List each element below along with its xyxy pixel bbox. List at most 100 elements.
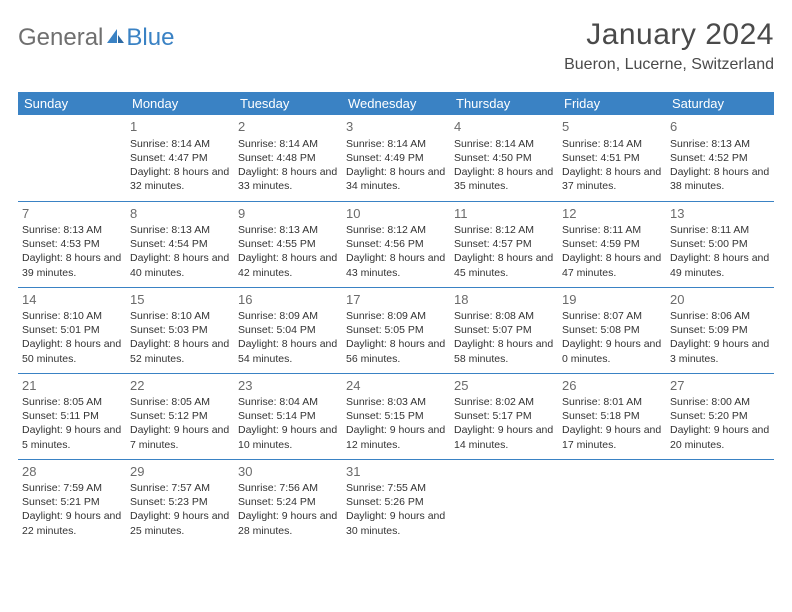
day-header: Saturday	[666, 92, 774, 115]
sunset-text: Sunset: 5:03 PM	[130, 323, 230, 337]
day-number: 29	[130, 463, 230, 481]
calendar-day-cell: 13Sunrise: 8:11 AMSunset: 5:00 PMDayligh…	[666, 201, 774, 287]
daylight-text: Daylight: 8 hours and 40 minutes.	[130, 251, 230, 279]
day-number: 23	[238, 377, 338, 395]
sunrise-text: Sunrise: 8:05 AM	[130, 395, 230, 409]
calendar-day-cell: 8Sunrise: 8:13 AMSunset: 4:54 PMDaylight…	[126, 201, 234, 287]
calendar-day-cell: 17Sunrise: 8:09 AMSunset: 5:05 PMDayligh…	[342, 287, 450, 373]
calendar-empty-cell	[18, 115, 126, 201]
daylight-text: Daylight: 8 hours and 52 minutes.	[130, 337, 230, 365]
location-subtitle: Bueron, Lucerne, Switzerland	[564, 56, 774, 74]
day-number: 7	[22, 205, 122, 223]
sunrise-text: Sunrise: 8:04 AM	[238, 395, 338, 409]
calendar-day-cell: 1Sunrise: 8:14 AMSunset: 4:47 PMDaylight…	[126, 115, 234, 201]
sunrise-text: Sunrise: 8:14 AM	[454, 137, 554, 151]
daylight-text: Daylight: 8 hours and 39 minutes.	[22, 251, 122, 279]
sunrise-text: Sunrise: 8:13 AM	[22, 223, 122, 237]
calendar-day-cell: 21Sunrise: 8:05 AMSunset: 5:11 PMDayligh…	[18, 373, 126, 459]
sunset-text: Sunset: 5:18 PM	[562, 409, 662, 423]
sunset-text: Sunset: 4:56 PM	[346, 237, 446, 251]
sunrise-text: Sunrise: 8:11 AM	[562, 223, 662, 237]
sunset-text: Sunset: 5:20 PM	[670, 409, 770, 423]
daylight-text: Daylight: 8 hours and 32 minutes.	[130, 165, 230, 193]
day-number: 24	[346, 377, 446, 395]
sunset-text: Sunset: 5:14 PM	[238, 409, 338, 423]
daylight-text: Daylight: 8 hours and 54 minutes.	[238, 337, 338, 365]
sunrise-text: Sunrise: 8:10 AM	[22, 309, 122, 323]
sunset-text: Sunset: 5:00 PM	[670, 237, 770, 251]
sunrise-text: Sunrise: 7:56 AM	[238, 481, 338, 495]
sunrise-text: Sunrise: 8:14 AM	[130, 137, 230, 151]
daylight-text: Daylight: 9 hours and 20 minutes.	[670, 423, 770, 451]
calendar-day-cell: 16Sunrise: 8:09 AMSunset: 5:04 PMDayligh…	[234, 287, 342, 373]
day-number: 8	[130, 205, 230, 223]
day-number: 1	[130, 118, 230, 136]
daylight-text: Daylight: 9 hours and 30 minutes.	[346, 509, 446, 537]
day-header: Monday	[126, 92, 234, 115]
calendar-day-cell: 9Sunrise: 8:13 AMSunset: 4:55 PMDaylight…	[234, 201, 342, 287]
day-header: Sunday	[18, 92, 126, 115]
sunrise-text: Sunrise: 8:14 AM	[346, 137, 446, 151]
sunset-text: Sunset: 5:09 PM	[670, 323, 770, 337]
header: General Blue January 2024 Bueron, Lucern…	[18, 18, 774, 74]
sunrise-text: Sunrise: 8:12 AM	[454, 223, 554, 237]
day-number: 20	[670, 291, 770, 309]
sunset-text: Sunset: 5:17 PM	[454, 409, 554, 423]
daylight-text: Daylight: 8 hours and 58 minutes.	[454, 337, 554, 365]
sunrise-text: Sunrise: 8:09 AM	[238, 309, 338, 323]
day-number: 15	[130, 291, 230, 309]
calendar-week-row: 1Sunrise: 8:14 AMSunset: 4:47 PMDaylight…	[18, 115, 774, 201]
sunset-text: Sunset: 5:11 PM	[22, 409, 122, 423]
day-number: 30	[238, 463, 338, 481]
calendar-day-cell: 22Sunrise: 8:05 AMSunset: 5:12 PMDayligh…	[126, 373, 234, 459]
calendar-day-cell: 6Sunrise: 8:13 AMSunset: 4:52 PMDaylight…	[666, 115, 774, 201]
day-number: 6	[670, 118, 770, 136]
sunrise-text: Sunrise: 7:57 AM	[130, 481, 230, 495]
daylight-text: Daylight: 9 hours and 25 minutes.	[130, 509, 230, 537]
sunrise-text: Sunrise: 8:08 AM	[454, 309, 554, 323]
sunset-text: Sunset: 5:21 PM	[22, 495, 122, 509]
daylight-text: Daylight: 8 hours and 47 minutes.	[562, 251, 662, 279]
daylight-text: Daylight: 8 hours and 34 minutes.	[346, 165, 446, 193]
calendar-day-cell: 10Sunrise: 8:12 AMSunset: 4:56 PMDayligh…	[342, 201, 450, 287]
day-header-row: Sunday Monday Tuesday Wednesday Thursday…	[18, 92, 774, 115]
sunset-text: Sunset: 5:26 PM	[346, 495, 446, 509]
day-header: Thursday	[450, 92, 558, 115]
sunrise-text: Sunrise: 8:05 AM	[22, 395, 122, 409]
daylight-text: Daylight: 8 hours and 50 minutes.	[22, 337, 122, 365]
day-number: 2	[238, 118, 338, 136]
sunset-text: Sunset: 4:53 PM	[22, 237, 122, 251]
sunset-text: Sunset: 5:08 PM	[562, 323, 662, 337]
sunset-text: Sunset: 4:50 PM	[454, 151, 554, 165]
calendar-day-cell: 25Sunrise: 8:02 AMSunset: 5:17 PMDayligh…	[450, 373, 558, 459]
daylight-text: Daylight: 8 hours and 49 minutes.	[670, 251, 770, 279]
sunrise-text: Sunrise: 8:01 AM	[562, 395, 662, 409]
day-number: 13	[670, 205, 770, 223]
day-number: 31	[346, 463, 446, 481]
sunset-text: Sunset: 4:47 PM	[130, 151, 230, 165]
daylight-text: Daylight: 9 hours and 7 minutes.	[130, 423, 230, 451]
calendar-day-cell: 12Sunrise: 8:11 AMSunset: 4:59 PMDayligh…	[558, 201, 666, 287]
day-header: Wednesday	[342, 92, 450, 115]
day-number: 4	[454, 118, 554, 136]
calendar-empty-cell	[666, 459, 774, 545]
calendar-day-cell: 31Sunrise: 7:55 AMSunset: 5:26 PMDayligh…	[342, 459, 450, 545]
sunset-text: Sunset: 5:12 PM	[130, 409, 230, 423]
calendar-day-cell: 26Sunrise: 8:01 AMSunset: 5:18 PMDayligh…	[558, 373, 666, 459]
day-number: 10	[346, 205, 446, 223]
calendar-week-row: 21Sunrise: 8:05 AMSunset: 5:11 PMDayligh…	[18, 373, 774, 459]
daylight-text: Daylight: 8 hours and 35 minutes.	[454, 165, 554, 193]
sunrise-text: Sunrise: 8:07 AM	[562, 309, 662, 323]
logo: General Blue	[18, 18, 174, 52]
sunrise-text: Sunrise: 8:14 AM	[238, 137, 338, 151]
daylight-text: Daylight: 9 hours and 17 minutes.	[562, 423, 662, 451]
calendar-body: 1Sunrise: 8:14 AMSunset: 4:47 PMDaylight…	[18, 115, 774, 545]
logo-text-blue: Blue	[126, 24, 174, 52]
calendar-day-cell: 23Sunrise: 8:04 AMSunset: 5:14 PMDayligh…	[234, 373, 342, 459]
daylight-text: Daylight: 9 hours and 28 minutes.	[238, 509, 338, 537]
calendar-day-cell: 4Sunrise: 8:14 AMSunset: 4:50 PMDaylight…	[450, 115, 558, 201]
day-number: 3	[346, 118, 446, 136]
day-number: 16	[238, 291, 338, 309]
daylight-text: Daylight: 8 hours and 42 minutes.	[238, 251, 338, 279]
sunrise-text: Sunrise: 8:09 AM	[346, 309, 446, 323]
